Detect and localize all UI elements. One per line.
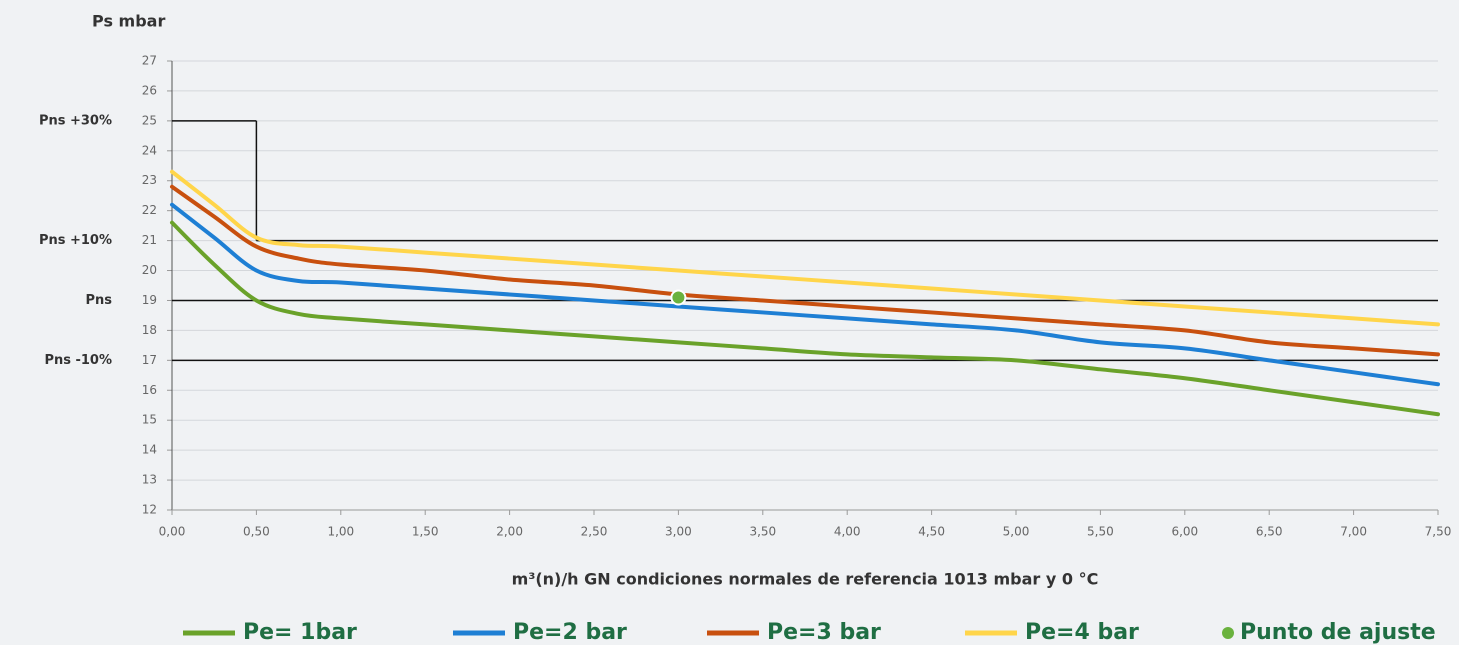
chart-title: Ps mbar: [92, 12, 165, 31]
x-tick-label: 7,50: [1425, 525, 1452, 539]
series-line: [170, 202, 1440, 387]
series-line: [170, 220, 1440, 417]
y-tick-label: 20: [142, 263, 157, 277]
y-tick-label: 12: [142, 503, 157, 517]
x-axis-label: m³(n)/h GN condiciones normales de refer…: [512, 570, 1099, 589]
x-tick-label: 3,00: [665, 525, 692, 539]
legend-label: Pe=3 bar: [767, 620, 881, 645]
x-tick-label: 3,50: [749, 525, 776, 539]
y-tick-label: 25: [142, 113, 157, 127]
reference-label: Pns +30%: [39, 113, 112, 128]
x-tick-label: 6,00: [1171, 525, 1198, 539]
reference-label: Pns -10%: [44, 353, 112, 368]
y-tick-label: 17: [142, 353, 157, 367]
x-tick-label: 1,00: [327, 525, 354, 539]
x-tick-label: 0,00: [159, 525, 186, 539]
legend-swatch: [1222, 627, 1234, 639]
x-tick-label: 2,50: [581, 525, 608, 539]
y-tick-label: 14: [142, 443, 157, 457]
legend-label: Pe=4 bar: [1025, 620, 1139, 645]
x-tick-label: 0,50: [243, 525, 270, 539]
y-tick-label: 27: [142, 54, 157, 68]
series-line: [170, 169, 1440, 327]
x-tick-label: 6,50: [1256, 525, 1283, 539]
x-tick-label: 1,50: [412, 525, 439, 539]
x-tick-label: 5,50: [1087, 525, 1114, 539]
y-tick-label: 24: [142, 143, 157, 157]
reference-label: Pns: [85, 293, 112, 308]
y-tick-label: 19: [142, 293, 157, 307]
y-tick-label: 15: [142, 413, 157, 427]
y-tick-label: 26: [142, 83, 157, 97]
series-line: [170, 184, 1440, 357]
x-tick-label: 4,50: [918, 525, 945, 539]
y-tick-label: 18: [142, 323, 157, 337]
y-tick-label: 22: [142, 203, 157, 217]
legend-label: Pe= 1bar: [243, 620, 357, 645]
y-tick-label: 21: [142, 233, 157, 247]
x-tick-label: 4,00: [834, 525, 861, 539]
y-tick-label: 13: [142, 473, 157, 487]
x-tick-label: 7,00: [1340, 525, 1367, 539]
x-tick-label: 2,00: [496, 525, 523, 539]
legend-label: Punto de ajuste: [1240, 620, 1436, 645]
y-tick-label: 23: [142, 173, 157, 187]
legend-label: Pe=2 bar: [513, 620, 627, 645]
y-tick-label: 16: [142, 383, 157, 397]
x-tick-label: 5,00: [1003, 525, 1030, 539]
set-point: [670, 289, 687, 306]
reference-label: Pns +10%: [39, 233, 112, 248]
